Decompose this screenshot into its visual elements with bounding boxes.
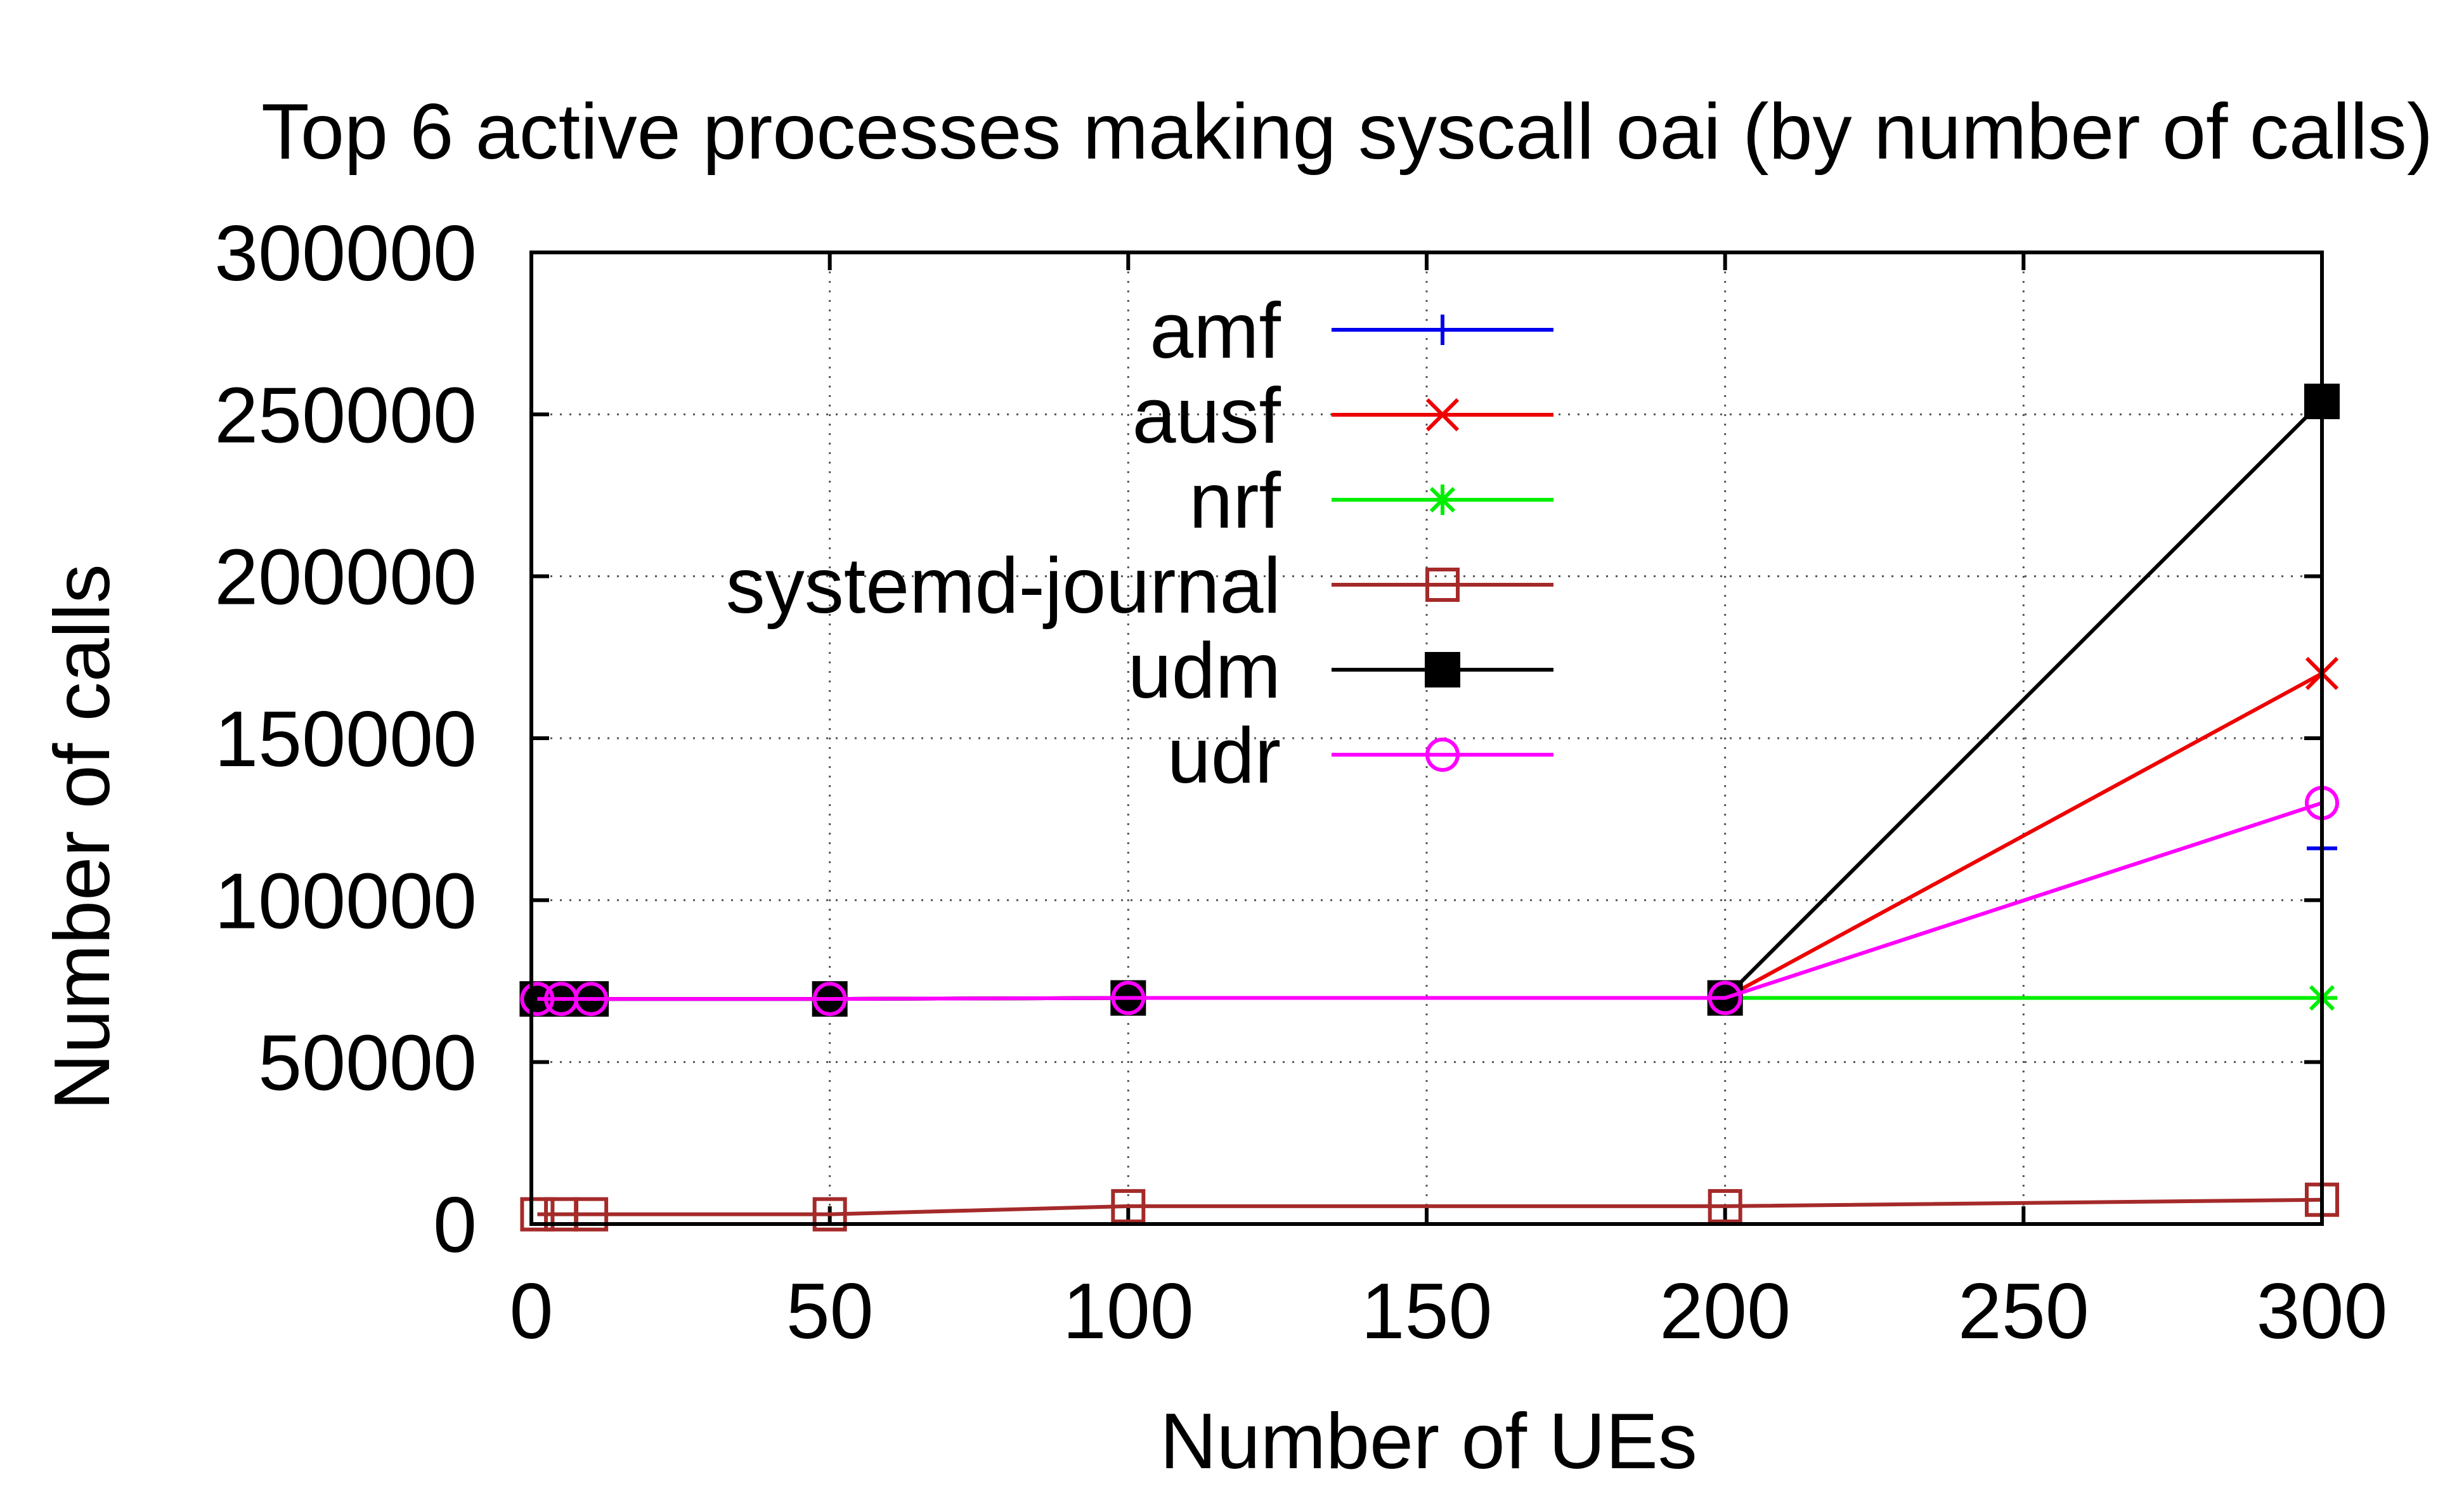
- series-line-ausf: [537, 672, 2323, 1001]
- chart-title: Top 6 active processes making syscall oa…: [261, 88, 2433, 176]
- x-tick-label: 300: [2257, 1268, 2388, 1355]
- series-line-udm: [537, 400, 2324, 1001]
- plot-frame: [529, 251, 2324, 1226]
- y-axis-label: Number of calls: [39, 564, 126, 1110]
- legend-label: ausf: [1132, 372, 1281, 460]
- axes: [529, 251, 2324, 1226]
- x-tick-label: 0: [510, 1268, 554, 1355]
- y-tick-label: 300000: [214, 210, 477, 297]
- x-axis-label: Number of UEs: [1160, 1398, 1697, 1485]
- legend-label: systemd-journal: [726, 542, 1281, 630]
- x-tick-label: 50: [786, 1268, 874, 1355]
- legend-label: amf: [1150, 287, 1281, 375]
- x-tick-label: 200: [1659, 1268, 1791, 1355]
- series-layer: [519, 383, 2340, 1232]
- series-amf: [522, 833, 2337, 1015]
- series-line-systemd-journal: [537, 1197, 2323, 1216]
- point-udr-3: [812, 982, 847, 1017]
- y-tick-label: 0: [433, 1182, 477, 1269]
- legend-marker-udm: [1425, 652, 1460, 687]
- y-tick-label: 150000: [214, 696, 477, 783]
- legend-marker-systemd-journal: [1425, 568, 1460, 602]
- y-tick-label: 50000: [258, 1020, 477, 1107]
- legend-marker-amf: [1427, 315, 1458, 345]
- point-systemd-journal-0: [520, 1197, 555, 1232]
- legend-label: udr: [1167, 712, 1281, 800]
- y-tick-label: 250000: [214, 372, 477, 459]
- point-systemd-journal-3: [812, 1197, 847, 1232]
- legend-item-udm: udm: [1128, 627, 1553, 715]
- y-tick-label: 100000: [214, 857, 477, 945]
- series-ausf: [521, 656, 2339, 1016]
- legend-item-ausf: ausf: [1132, 372, 1553, 460]
- point-udr-2: [574, 982, 609, 1017]
- tick-labels: 0 50000 100000 150000 200000 250000 300000 0 50 1…: [214, 210, 2387, 1355]
- x-tick-label: 250: [1958, 1268, 2089, 1355]
- grid-lines: [531, 252, 2322, 1224]
- series-udr: [520, 786, 2339, 1017]
- point-systemd-journal-2: [574, 1197, 609, 1232]
- point-udr-5: [1708, 980, 1742, 1015]
- point-udr-0: [520, 982, 555, 1017]
- legend-item-udr: udr: [1167, 712, 1553, 800]
- x-tick-label: 150: [1361, 1268, 1493, 1355]
- legend-item-nrf: nrf: [1189, 457, 1553, 545]
- x-tick-label: 100: [1063, 1268, 1194, 1355]
- point-udr-4: [1111, 980, 1146, 1015]
- legend-item-systemd-journal: systemd-journal: [726, 542, 1553, 630]
- point-systemd-journal-4: [1111, 1189, 1146, 1223]
- legend-marker-nrf: [1427, 485, 1458, 515]
- point-systemd-journal-5: [1708, 1189, 1742, 1223]
- legend-item-amf: amf: [1150, 287, 1553, 375]
- legend-label: nrf: [1189, 457, 1281, 545]
- y-tick-label: 200000: [214, 534, 477, 622]
- legend-marker-udr: [1425, 738, 1460, 772]
- legend-marker-ausf: [1425, 398, 1460, 432]
- legend-label: udm: [1128, 627, 1281, 715]
- series-udm: [519, 383, 2340, 1017]
- series-line-udr: [537, 801, 2323, 1001]
